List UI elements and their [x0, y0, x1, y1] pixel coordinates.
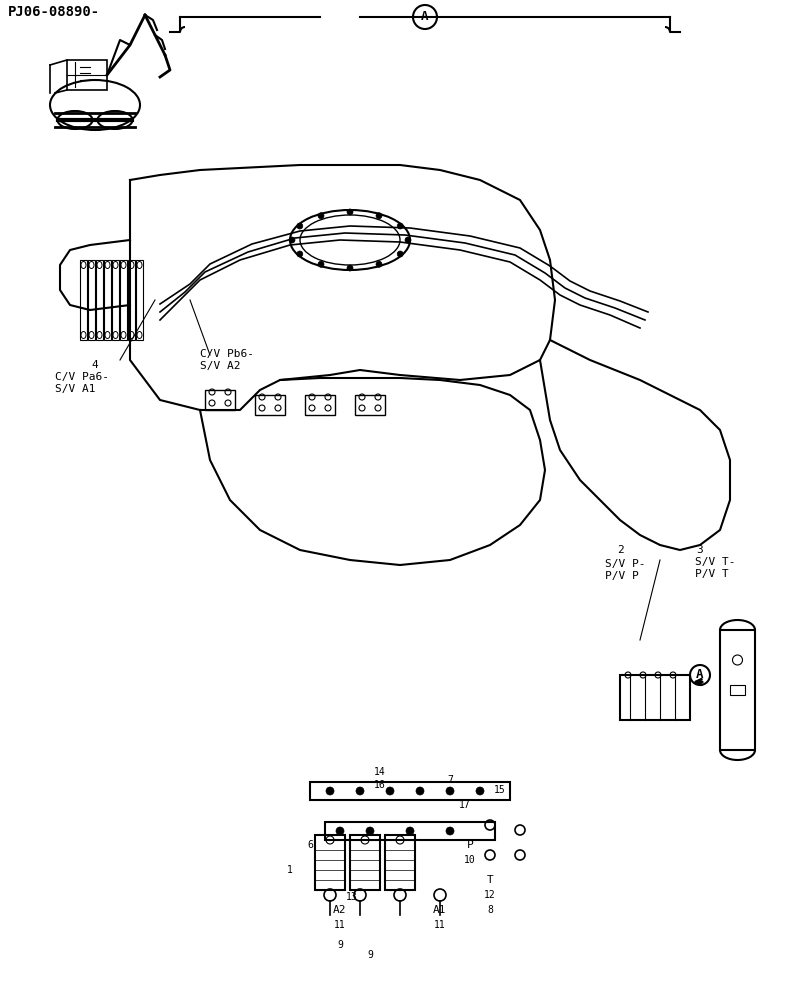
Bar [730, 685, 745, 695]
Bar [255, 395, 285, 415]
Bar [128, 260, 135, 340]
Circle shape [347, 209, 353, 215]
Bar [120, 260, 127, 340]
Text: A: A [696, 668, 704, 682]
Circle shape [336, 827, 344, 835]
Text: 9: 9 [367, 950, 373, 960]
Text: 8: 8 [487, 905, 493, 915]
Circle shape [347, 265, 353, 271]
Circle shape [446, 827, 454, 835]
Text: 16: 16 [374, 780, 386, 790]
Bar [325, 822, 495, 840]
Bar [205, 390, 235, 410]
Text: PJ06-08890-: PJ06-08890- [8, 5, 100, 19]
Text: 11: 11 [334, 920, 346, 930]
Text: A: A [421, 10, 428, 23]
Text: 17: 17 [459, 800, 471, 810]
Circle shape [376, 261, 382, 267]
Circle shape [386, 787, 394, 795]
Text: S/V T-
P/V T: S/V T- P/V T [695, 557, 736, 579]
Bar [112, 260, 119, 340]
Text: P: P [466, 840, 474, 850]
Text: 15: 15 [494, 785, 506, 795]
Text: 10: 10 [464, 855, 476, 865]
Bar [80, 260, 87, 340]
Circle shape [446, 787, 454, 795]
Circle shape [356, 787, 364, 795]
Text: 12: 12 [484, 890, 496, 900]
Bar [96, 260, 103, 340]
Text: S/V P-
P/V P: S/V P- P/V P [605, 559, 645, 581]
Bar [315, 835, 345, 890]
Bar [350, 835, 380, 890]
Circle shape [398, 251, 403, 257]
Bar [305, 395, 335, 415]
Bar [620, 675, 690, 720]
Circle shape [416, 787, 424, 795]
Text: 2: 2 [617, 545, 623, 555]
Text: C/V Pa6-
S/V A1: C/V Pa6- S/V A1 [55, 372, 109, 394]
Bar [310, 782, 510, 800]
Bar [88, 260, 95, 340]
Circle shape [406, 827, 414, 835]
Circle shape [366, 827, 374, 835]
Circle shape [318, 213, 324, 219]
Circle shape [376, 213, 382, 219]
Text: 1: 1 [287, 865, 293, 875]
Circle shape [297, 223, 303, 229]
Circle shape [398, 223, 403, 229]
Circle shape [326, 787, 334, 795]
Text: 14: 14 [374, 767, 386, 777]
Bar [67, 60, 107, 90]
Bar [720, 630, 755, 750]
Bar [385, 835, 415, 890]
Text: 7: 7 [447, 775, 453, 785]
Text: 11: 11 [434, 920, 446, 930]
Text: 3: 3 [697, 545, 703, 555]
Text: 13: 13 [346, 892, 358, 902]
Bar [104, 260, 111, 340]
Text: A2: A2 [333, 905, 347, 915]
Circle shape [476, 787, 484, 795]
Text: 9: 9 [337, 940, 343, 950]
Text: C/V Pb6-
S/V A2: C/V Pb6- S/V A2 [200, 349, 254, 371]
Circle shape [297, 251, 303, 257]
Circle shape [289, 237, 295, 243]
Text: 6: 6 [307, 840, 313, 850]
Bar [355, 395, 385, 415]
Circle shape [318, 261, 324, 267]
Text: T: T [486, 875, 493, 885]
Text: 4: 4 [92, 360, 98, 370]
Text: A1: A1 [433, 905, 447, 915]
Circle shape [405, 237, 411, 243]
Bar [136, 260, 143, 340]
